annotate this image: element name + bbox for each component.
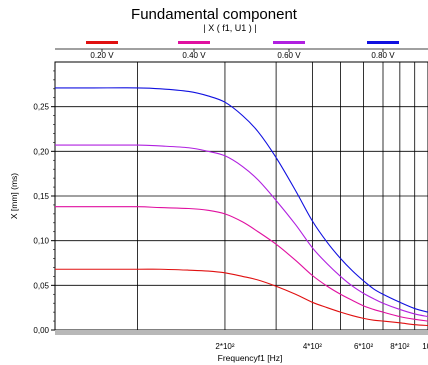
- x-tick-label: 2*10²: [215, 342, 234, 351]
- legend-label: 0.40 V: [182, 51, 206, 60]
- y-tick-label: 0,20: [33, 147, 49, 156]
- legend-swatch: [273, 41, 305, 44]
- x-axis-label: Frequencyf1 [Hz]: [218, 353, 283, 363]
- y-tick-label: 0,25: [33, 103, 49, 112]
- y-tick-label: 0,00: [33, 326, 49, 335]
- legend: 0.20 V 0.40 V 0.60 V 0.80 V: [55, 41, 428, 60]
- legend-label: 0.60 V: [277, 51, 301, 60]
- series-group: [54, 87, 428, 327]
- legend-label: 0.80 V: [371, 51, 395, 60]
- y-axis-label: X [mm] (ms): [9, 173, 19, 219]
- legend-swatch: [367, 41, 399, 44]
- axes: 0,00 0,05 0,10 0,15 0,20 0,25 2*10² 4*10² 6*10² 8…: [9, 70, 428, 363]
- legend-swatch: [86, 41, 118, 44]
- x-tick-label: 10³: [422, 342, 428, 351]
- legend-label: 0.20 V: [90, 51, 114, 60]
- x-tick-label: 4*10²: [303, 342, 322, 351]
- y-tick-label: 0,10: [33, 237, 49, 246]
- y-tick-label: 0,15: [33, 192, 49, 201]
- y-tick-label: 0,05: [33, 281, 49, 290]
- x-tick-label: 8*10²: [390, 342, 409, 351]
- x-tick-label: 6*10²: [354, 342, 373, 351]
- chart-title: Fundamental component: [131, 6, 297, 23]
- chart-subtitle: | X ( f1, U1 ) |: [203, 23, 257, 33]
- x-axis-band: [55, 330, 428, 335]
- grid: [54, 61, 428, 331]
- legend-swatch: [178, 41, 210, 44]
